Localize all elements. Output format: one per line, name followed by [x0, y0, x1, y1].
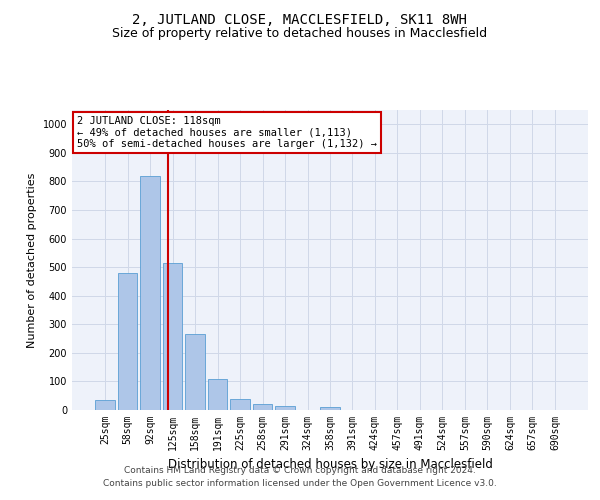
Bar: [208, 378, 227, 410]
X-axis label: Distribution of detached houses by size in Macclesfield: Distribution of detached houses by size …: [167, 458, 493, 471]
Text: 2 JUTLAND CLOSE: 118sqm
← 49% of detached houses are smaller (1,113)
50% of semi: 2 JUTLAND CLOSE: 118sqm ← 49% of detache…: [77, 116, 377, 149]
Text: Contains HM Land Registry data © Crown copyright and database right 2024.
Contai: Contains HM Land Registry data © Crown c…: [103, 466, 497, 487]
Bar: [253, 404, 272, 410]
Bar: [95, 400, 115, 410]
Bar: [275, 406, 295, 410]
Bar: [163, 263, 182, 410]
Y-axis label: Number of detached properties: Number of detached properties: [27, 172, 37, 348]
Bar: [118, 273, 137, 410]
Text: Size of property relative to detached houses in Macclesfield: Size of property relative to detached ho…: [112, 28, 488, 40]
Text: 2, JUTLAND CLOSE, MACCLESFIELD, SK11 8WH: 2, JUTLAND CLOSE, MACCLESFIELD, SK11 8WH: [133, 12, 467, 26]
Bar: [320, 407, 340, 410]
Bar: [230, 398, 250, 410]
Bar: [185, 334, 205, 410]
Bar: [140, 176, 160, 410]
